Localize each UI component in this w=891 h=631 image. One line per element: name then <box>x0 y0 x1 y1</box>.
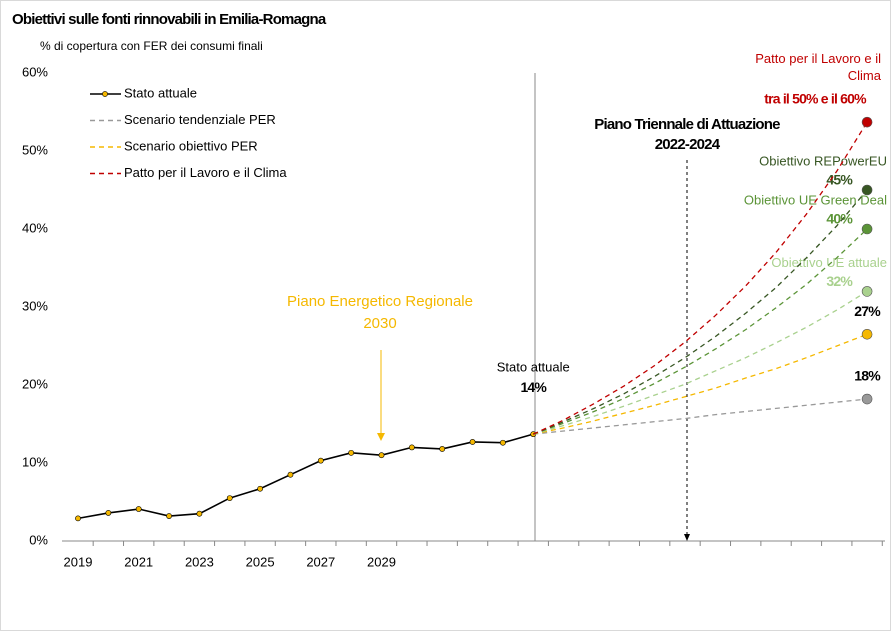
end-label: tra il 50% e il 60% <box>764 91 867 107</box>
end-note: Stato attuale <box>497 360 570 375</box>
point <box>257 485 263 492</box>
point <box>105 510 112 516</box>
legend-label: Stato attuale <box>124 85 197 100</box>
end-label: 32% <box>826 273 853 289</box>
y-tick-label: 40% <box>22 220 48 235</box>
end-label: 14% <box>520 379 547 395</box>
series-line <box>533 290 868 435</box>
end-point <box>861 393 873 405</box>
end-point <box>861 286 873 297</box>
chart-subtitle: % di copertura con FER dei consumi final… <box>40 39 263 53</box>
end-point <box>861 223 873 235</box>
y-tick-label: 30% <box>22 298 48 313</box>
point <box>226 495 233 501</box>
point <box>348 449 355 456</box>
annotation: 2030 <box>363 315 396 332</box>
end-note: Obiettivo UE Green Deal <box>744 192 887 207</box>
legend-label: Scenario tendenziale PER <box>124 112 276 127</box>
y-tick-label: 60% <box>22 64 48 79</box>
point <box>166 513 172 519</box>
end-label: 45% <box>826 172 853 188</box>
end-note: Obiettivo REPowerEU <box>759 153 887 168</box>
end-point <box>861 116 873 128</box>
end-label: 27% <box>854 303 881 319</box>
annotation-arrowhead <box>684 534 690 541</box>
end-label: 18% <box>854 368 881 384</box>
legend-marker <box>102 91 108 97</box>
point <box>439 446 446 452</box>
x-tick-label: 2029 <box>367 554 396 569</box>
x-tick-label: 2021 <box>124 554 153 569</box>
y-tick-label: 0% <box>29 532 48 547</box>
point <box>135 506 142 512</box>
x-tick-label: 2019 <box>64 554 93 569</box>
end-note: Obiettivo UE attuale <box>771 255 887 270</box>
series-line <box>77 433 534 520</box>
legend-label: Scenario obiettivo PER <box>124 138 258 153</box>
end-point <box>861 328 873 340</box>
series-line <box>533 398 868 435</box>
chart-title: Obiettivi sulle fonti rinnovabili in Emi… <box>12 11 327 28</box>
annotation: Piano Energetico Regionale <box>287 293 473 310</box>
point <box>378 452 385 459</box>
point <box>469 439 476 445</box>
y-tick-label: 10% <box>22 454 48 469</box>
annotation-arrowhead <box>377 433 385 441</box>
end-label: 40% <box>826 211 853 227</box>
x-tick-label: 2025 <box>246 554 275 569</box>
point <box>196 510 203 517</box>
red-note: Patto per il Lavoro e il Clima <box>755 51 881 83</box>
series-line <box>533 189 868 435</box>
point <box>75 515 81 522</box>
y-tick-label: 50% <box>22 142 48 157</box>
legend-label: Patto per il Lavoro e il Clima <box>124 165 287 180</box>
x-tick-label: 2027 <box>306 554 335 569</box>
point <box>317 457 324 464</box>
series-line <box>533 333 868 435</box>
point <box>499 439 506 446</box>
annotation: Piano Triennale di Attuazione <box>594 116 780 133</box>
x-tick-label: 2023 <box>185 554 214 569</box>
y-tick-label: 20% <box>22 376 48 391</box>
annotation: 2022-2024 <box>655 136 721 153</box>
end-point <box>861 184 873 196</box>
point <box>287 471 294 478</box>
series-line <box>532 121 868 435</box>
series-line <box>533 228 868 435</box>
point <box>408 444 415 451</box>
